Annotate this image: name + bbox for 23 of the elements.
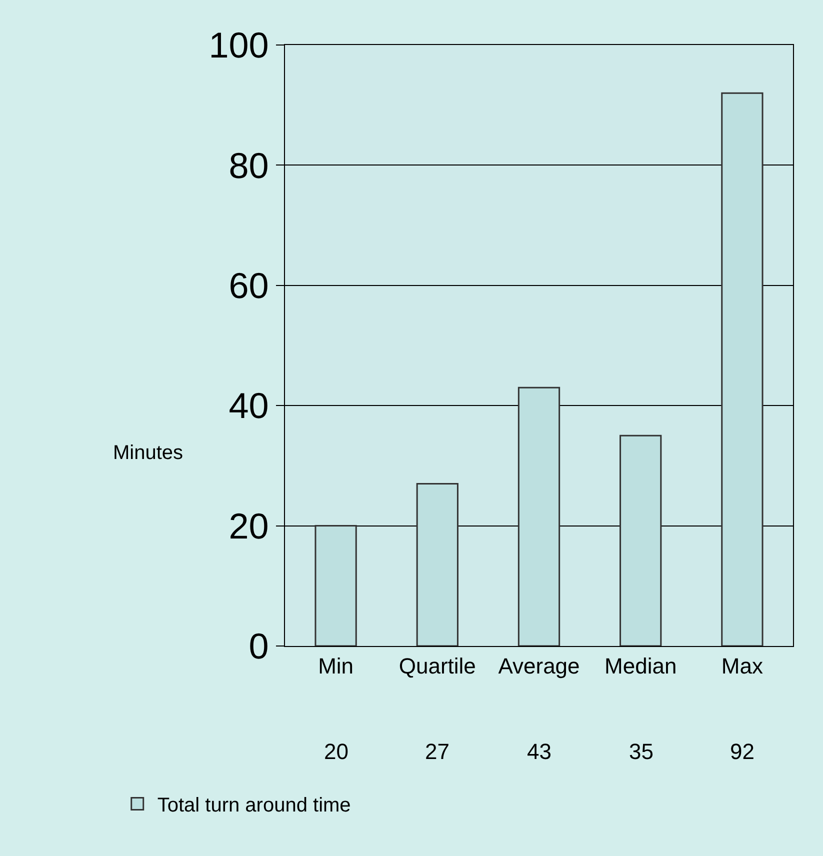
x-tick-label: Min <box>318 653 354 678</box>
bar <box>721 92 764 646</box>
y-tick-label: 40 <box>228 385 269 426</box>
bar <box>620 434 662 646</box>
bar <box>518 386 560 646</box>
y-tick-label: 60 <box>228 265 269 306</box>
y-tick-label: 100 <box>208 24 269 66</box>
y-tick-label: 20 <box>228 505 269 546</box>
data-label: 35 <box>629 739 654 764</box>
bar <box>314 525 357 646</box>
y-tick-label: 0 <box>248 626 269 667</box>
x-tick-label: Quartile <box>398 653 476 678</box>
y-tick-label: 80 <box>228 144 269 186</box>
bar <box>416 482 458 646</box>
data-label: 92 <box>730 739 754 764</box>
data-label: 27 <box>425 739 450 764</box>
legend-label: Total turn around time <box>157 794 351 817</box>
y-axis-title: Minutes <box>113 442 184 464</box>
x-tick-label: Median <box>604 653 677 678</box>
x-tick-label: Max <box>721 653 763 678</box>
data-label: 43 <box>527 739 552 764</box>
data-label: 20 <box>324 739 348 764</box>
x-tick-label: Average <box>498 653 580 678</box>
